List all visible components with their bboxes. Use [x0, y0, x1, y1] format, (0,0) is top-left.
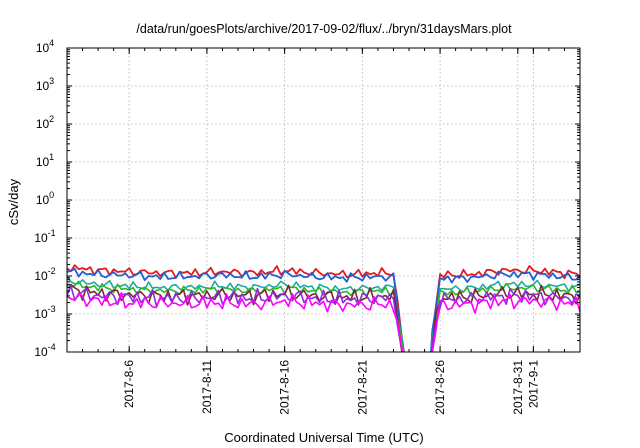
y-tick-base: 10 — [36, 155, 50, 169]
y-tick-label: 10-2 — [34, 266, 55, 283]
data-series — [67, 264, 580, 352]
y-tick-base: 10 — [36, 79, 50, 93]
y-axis-label: cSv/day — [6, 178, 21, 225]
y-tick-exponent: 1 — [49, 152, 54, 162]
series-line-7 — [67, 291, 580, 352]
y-tick-exponent: 2 — [49, 114, 54, 124]
x-tick-label: 2017-8-11 — [200, 360, 214, 414]
y-tick-label: 10-1 — [34, 228, 55, 245]
x-tick-label: 2017-9-1 — [526, 360, 540, 408]
y-tick-label: 100 — [36, 190, 54, 207]
x-tick-label: 2017-8-31 — [511, 360, 525, 415]
y-tick-exponent: -3 — [48, 304, 56, 314]
y-tick-exponent: 0 — [49, 190, 54, 200]
y-tick-exponent: -4 — [48, 342, 56, 352]
series-line-6 — [67, 285, 580, 352]
x-axis-label: Coordinated Universal Time (UTC) — [224, 430, 423, 445]
y-tick-exponent: -2 — [48, 266, 56, 276]
series-line-4 — [67, 280, 580, 352]
y-tick-label: 101 — [36, 152, 54, 169]
y-tick-base: 10 — [34, 307, 48, 321]
y-tick-exponent: 4 — [49, 38, 54, 48]
y-tick-label: 104 — [36, 38, 54, 55]
x-tick-label: 2017-8-26 — [433, 360, 447, 415]
y-tick-base: 10 — [36, 41, 50, 55]
y-tick-label: 102 — [36, 114, 54, 131]
y-tick-label: 10-3 — [34, 304, 55, 321]
chart-title: /data/run/goesPlots/archive/2017-09-02/f… — [136, 22, 512, 36]
y-tick-base: 10 — [36, 193, 50, 207]
x-tick-label: 2017-8-16 — [278, 360, 292, 415]
series-line-1 — [67, 264, 580, 352]
x-tick-label: 2017-8-6 — [122, 360, 136, 408]
y-tick-base: 10 — [34, 269, 48, 283]
y-tick-exponent: 3 — [49, 76, 54, 86]
series-line-2 — [67, 267, 580, 352]
y-tick-base: 10 — [36, 117, 50, 131]
y-tick-exponent: -1 — [48, 228, 56, 238]
y-tick-base: 10 — [34, 231, 48, 245]
y-tick-label: 10-4 — [34, 342, 55, 359]
x-tick-label: 2017-8-21 — [355, 360, 369, 415]
series-line-3 — [67, 275, 580, 352]
y-tick-label: 103 — [36, 76, 54, 93]
y-tick-base: 10 — [34, 345, 48, 359]
